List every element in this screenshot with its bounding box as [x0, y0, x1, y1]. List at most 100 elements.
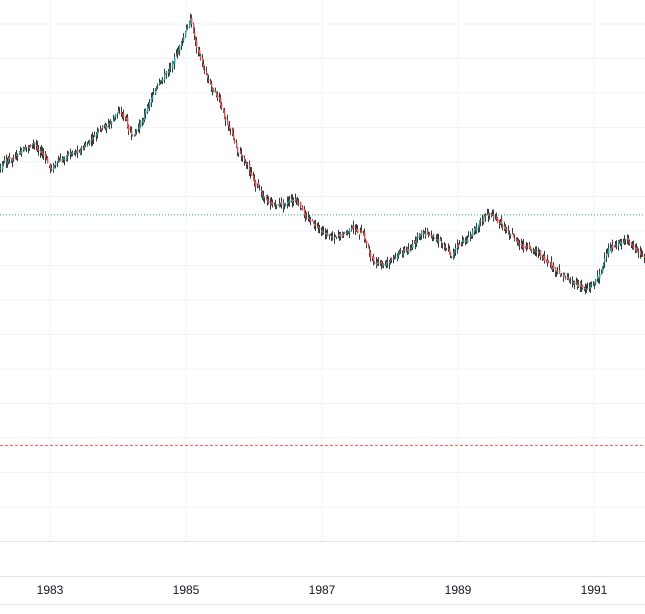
candle-body [444, 245, 446, 248]
candle-body [109, 123, 111, 125]
candle [347, 229, 349, 236]
candle-body [247, 163, 249, 165]
candle [636, 243, 638, 253]
candle [538, 247, 540, 259]
candle-body [516, 238, 518, 242]
candle [296, 197, 298, 205]
candle-body [499, 221, 501, 224]
candle [251, 167, 253, 176]
candle-body [151, 97, 153, 103]
candle [314, 220, 316, 230]
candle [190, 13, 192, 25]
candle-body [505, 226, 507, 230]
candle-body [224, 110, 226, 119]
candle [581, 279, 583, 293]
candle-body [253, 175, 255, 181]
candle-body [4, 160, 6, 163]
candle-body [152, 96, 154, 99]
candle [373, 253, 375, 266]
candle-body [79, 152, 81, 154]
candle [179, 44, 181, 56]
candle-body [560, 274, 562, 276]
candle-body [531, 250, 533, 252]
candle-body [586, 288, 588, 290]
candle-body [450, 252, 452, 256]
candle-body [177, 52, 179, 54]
candle-body [598, 277, 600, 279]
candle [343, 232, 345, 238]
candle-body [466, 240, 468, 242]
candle-body [159, 82, 161, 85]
candle [352, 225, 354, 229]
candle-body [445, 247, 447, 249]
candle [176, 49, 178, 57]
candle [323, 226, 325, 235]
candle-body [568, 278, 570, 280]
candle-body [182, 40, 184, 42]
candle [196, 36, 198, 54]
candle [272, 199, 274, 208]
candle [98, 128, 100, 133]
candle-body [37, 146, 39, 150]
candle-body [393, 258, 395, 260]
candle-body [530, 246, 532, 251]
candle [72, 150, 74, 157]
candle-body [344, 232, 346, 234]
candle [432, 235, 434, 242]
candle-body [553, 265, 555, 270]
candle-body [305, 213, 307, 218]
candle [415, 236, 417, 250]
candle-body [382, 263, 384, 267]
candle [130, 126, 132, 134]
candle [310, 216, 312, 226]
candle [603, 262, 605, 270]
candle [508, 225, 510, 235]
candle-body [234, 140, 236, 143]
candle [143, 117, 145, 125]
candle-body [144, 113, 146, 120]
time-axis[interactable]: 1983 1985 1987 1989 1991 [0, 541, 645, 605]
candle [225, 116, 227, 127]
candle [570, 277, 572, 284]
candle [353, 220, 355, 234]
candle [315, 219, 317, 231]
x-tick-label: 1989 [445, 583, 472, 597]
candle [187, 24, 189, 30]
candle [366, 240, 368, 249]
candle-body [556, 271, 558, 273]
candle [402, 250, 404, 258]
candle [81, 145, 83, 155]
candle [475, 226, 477, 235]
candle-body [206, 71, 208, 74]
candle-body [369, 249, 371, 253]
candle-body [385, 264, 387, 266]
candle [283, 199, 285, 213]
candle-body [291, 198, 293, 202]
candle [221, 102, 223, 110]
candles [0, 13, 645, 295]
candle-body [302, 207, 304, 211]
candle-body [574, 281, 576, 285]
candle-body [66, 155, 68, 161]
candle [177, 47, 179, 59]
candle-body [221, 104, 223, 109]
candle-body [118, 111, 120, 113]
candle [53, 162, 55, 173]
candle-body [42, 151, 44, 154]
candle [542, 255, 544, 262]
candle-body [352, 226, 354, 228]
candle [513, 233, 515, 238]
candle-body [407, 247, 409, 252]
candle-body [417, 235, 419, 238]
candle-body [353, 226, 355, 229]
candle [355, 224, 357, 236]
candle [132, 134, 134, 137]
candle [470, 231, 472, 242]
candle-body [210, 81, 212, 84]
candle-body [310, 219, 312, 223]
candle-body [472, 230, 474, 237]
candle [547, 254, 549, 267]
candle-body [533, 250, 535, 252]
